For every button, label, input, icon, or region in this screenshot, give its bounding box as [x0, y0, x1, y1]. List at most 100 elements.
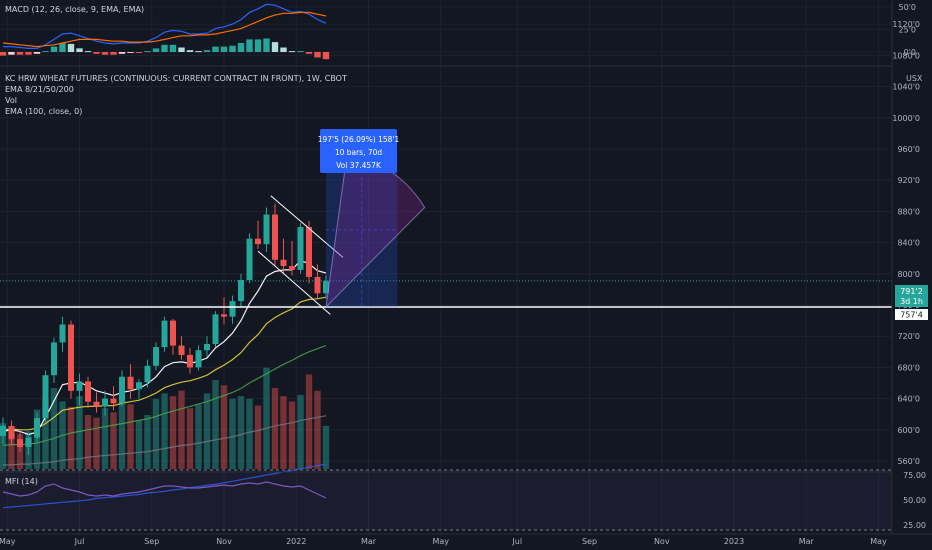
macd-histogram-bar[interactable] — [8, 52, 15, 55]
macd-histogram-bar[interactable] — [169, 44, 177, 52]
candle[interactable] — [170, 320, 176, 346]
candle[interactable] — [42, 375, 49, 419]
measure-label-box[interactable] — [320, 129, 397, 173]
candle[interactable] — [153, 347, 159, 366]
macd-histogram-bar[interactable] — [144, 51, 151, 53]
volume-bar[interactable] — [152, 398, 160, 469]
ema50-line[interactable] — [2, 345, 327, 446]
macd-histogram-bar[interactable] — [33, 52, 41, 54]
macd-histogram-bar[interactable] — [288, 51, 296, 53]
macd-histogram-bar[interactable] — [203, 50, 211, 52]
candle[interactable] — [17, 439, 23, 447]
volume-bar[interactable] — [76, 396, 83, 469]
macd-histogram-bar[interactable] — [263, 38, 270, 53]
macd-histogram-bar[interactable] — [297, 51, 304, 53]
volume-bar[interactable] — [42, 398, 49, 469]
ema8-line[interactable] — [2, 259, 327, 436]
volume-bar[interactable] — [8, 428, 15, 470]
volume-bar[interactable] — [229, 398, 236, 469]
macd-histogram-bar[interactable] — [135, 52, 143, 53]
candle[interactable] — [59, 324, 66, 343]
volume-bar[interactable] — [84, 415, 92, 469]
ema21-line[interactable] — [2, 296, 327, 431]
volume-bar[interactable] — [203, 393, 211, 469]
indicator-vol-legend[interactable]: Vol — [5, 96, 17, 105]
candle[interactable] — [297, 227, 304, 270]
macd-histogram-bar[interactable] — [152, 48, 160, 52]
volume-bar[interactable] — [110, 412, 117, 469]
indicator-ema100-legend[interactable]: EMA (100, close, 0) — [5, 107, 82, 116]
ema200-line[interactable] — [2, 463, 327, 509]
volume-bar[interactable] — [246, 398, 253, 469]
candle[interactable] — [263, 214, 270, 245]
volume-bar[interactable] — [67, 406, 75, 469]
candle[interactable] — [255, 238, 261, 245]
candle[interactable] — [85, 381, 91, 402]
macd-histogram-bar[interactable] — [84, 51, 92, 53]
volume-bar[interactable] — [186, 408, 194, 469]
volume-bar[interactable] — [135, 420, 143, 469]
candle[interactable] — [306, 227, 312, 277]
candle[interactable] — [272, 214, 278, 260]
volume-bar[interactable] — [195, 404, 202, 469]
candle[interactable] — [76, 381, 83, 391]
candle[interactable] — [238, 280, 244, 302]
macd-histogram-bar[interactable] — [101, 52, 109, 55]
volume-bar[interactable] — [220, 385, 228, 469]
macd-histogram-bar[interactable] — [186, 50, 194, 52]
candle[interactable] — [178, 345, 185, 355]
candle[interactable] — [280, 259, 287, 266]
candle[interactable] — [127, 376, 134, 390]
candle[interactable] — [0, 425, 6, 437]
volume-bar[interactable] — [254, 405, 262, 469]
macd-histogram-bar[interactable] — [59, 43, 66, 52]
volume-bar[interactable] — [237, 396, 245, 469]
volume-bar[interactable] — [50, 388, 58, 469]
volume-bar[interactable] — [288, 401, 296, 470]
signal-line[interactable] — [2, 11, 327, 48]
volume-bar[interactable] — [93, 417, 100, 469]
macd-histogram-bar[interactable] — [127, 52, 134, 53]
candle[interactable] — [25, 437, 32, 447]
macd-histogram-bar[interactable] — [229, 45, 236, 52]
candle[interactable] — [289, 266, 295, 270]
macd-histogram-bar[interactable] — [0, 52, 7, 56]
candle[interactable] — [93, 401, 100, 407]
candle[interactable] — [246, 238, 253, 281]
candle[interactable] — [221, 314, 227, 317]
macd-histogram-bar[interactable] — [178, 47, 185, 53]
macd-histogram-bar[interactable] — [110, 52, 117, 55]
candle[interactable] — [110, 398, 117, 404]
volume-bar[interactable] — [0, 423, 7, 469]
candle[interactable] — [51, 342, 57, 376]
macd-histogram-bar[interactable] — [246, 39, 253, 52]
indicator-ema-legend[interactable]: EMA 8/21/50/200 — [5, 85, 74, 94]
candle[interactable] — [119, 376, 125, 404]
volume-bar[interactable] — [280, 396, 287, 469]
macd-line[interactable] — [3, 3, 327, 50]
macd-histogram-bar[interactable] — [280, 47, 287, 53]
macd-histogram-bar[interactable] — [50, 46, 58, 52]
candle[interactable] — [68, 324, 74, 391]
macd-histogram-bar[interactable] — [254, 39, 262, 52]
wedge-lower-trendline[interactable] — [257, 250, 331, 315]
volume-bar[interactable] — [169, 396, 177, 469]
mfi-legend[interactable]: MFI (14) — [5, 477, 38, 486]
candle[interactable] — [187, 354, 193, 368]
volume-bar[interactable] — [297, 394, 304, 469]
macd-histogram-bar[interactable] — [212, 46, 219, 52]
macd-histogram-bar[interactable] — [237, 43, 245, 52]
candle[interactable] — [102, 398, 108, 407]
candle[interactable] — [314, 276, 321, 294]
macd-histogram-bar[interactable] — [161, 44, 168, 52]
macd-histogram-bar[interactable] — [93, 52, 100, 54]
mfi-line[interactable] — [2, 481, 327, 499]
macd-legend[interactable]: MACD (12, 26, close, 9, EMA, EMA) — [5, 5, 144, 14]
macd-histogram-bar[interactable] — [195, 51, 202, 53]
candle[interactable] — [144, 365, 151, 383]
volume-bar[interactable] — [212, 379, 219, 469]
macd-histogram-bar[interactable] — [118, 52, 126, 54]
candle[interactable] — [229, 301, 236, 317]
macd-histogram-bar[interactable] — [25, 52, 32, 55]
